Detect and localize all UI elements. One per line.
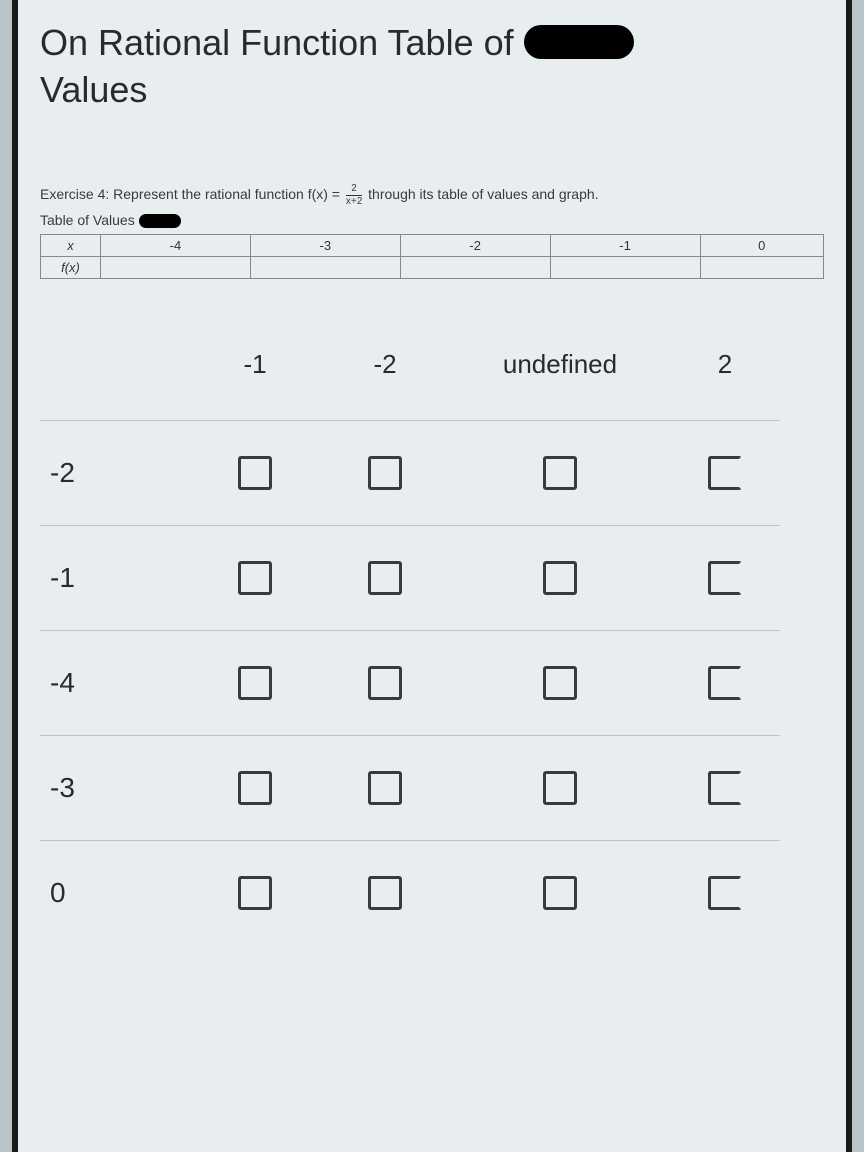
matrix-cell [190,841,320,945]
matrix-cell [320,841,450,945]
checkbox[interactable] [238,456,272,490]
answer-matrix: -1 -2 undefined 2 -2 -1 -4 -3 0 [40,329,824,945]
row-label: -4 [40,632,190,734]
exercise-subtitle: Table of Values [40,211,824,231]
matrix-cell [670,631,780,735]
table-cell-empty [101,257,251,279]
checkbox[interactable] [543,666,577,700]
app-screen: On Rational Function Table of Values Exe… [12,0,852,1152]
page-title: On Rational Function Table of Values [40,20,824,114]
matrix-cell [450,841,670,945]
matrix-cell [450,736,670,840]
matrix-cell [450,631,670,735]
matrix-cell [320,631,450,735]
checkbox[interactable] [368,876,402,910]
matrix-cell [450,421,670,525]
exercise-prompt: Exercise 4: Represent the rational funct… [40,184,824,207]
matrix-cell [190,736,320,840]
table-cell: -3 [250,235,400,257]
table-cell-empty [400,257,550,279]
matrix-cell [190,631,320,735]
row-label: -3 [40,737,190,839]
table-header-fx: f(x) [41,257,101,279]
redacted-small [139,214,181,228]
exercise-line2: Table of Values [40,212,135,228]
matrix-cell [320,421,450,525]
matrix-cell [670,421,780,525]
checkbox[interactable] [543,771,577,805]
checkbox[interactable] [238,771,272,805]
matrix-cell [320,526,450,630]
table-row: x -4 -3 -2 -1 0 [41,235,824,257]
checkbox[interactable] [708,876,742,910]
checkbox[interactable] [368,666,402,700]
checkbox[interactable] [543,561,577,595]
matrix-cell [320,736,450,840]
redacted-block [524,25,634,59]
checkbox[interactable] [543,456,577,490]
checkbox[interactable] [238,666,272,700]
checkbox[interactable] [238,876,272,910]
col-header: undefined [450,329,670,420]
values-table: x -4 -3 -2 -1 0 f(x) [40,234,824,279]
checkbox[interactable] [708,561,742,595]
table-cell: -4 [101,235,251,257]
col-header: -2 [320,329,450,420]
checkbox[interactable] [368,561,402,595]
table-cell-empty [250,257,400,279]
title-text-2: Values [40,69,147,110]
fraction: 2 x+2 [346,184,362,207]
row-label: 0 [40,842,190,944]
checkbox[interactable] [368,771,402,805]
fraction-denominator: x+2 [346,196,362,207]
table-cell-empty [700,257,824,279]
checkbox[interactable] [238,561,272,595]
col-header: -1 [190,329,320,420]
matrix-cell [190,526,320,630]
col-header: 2 [670,329,780,420]
table-cell-empty [550,257,700,279]
table-header-x: x [41,235,101,257]
table-cell: -1 [550,235,700,257]
matrix-cell [670,736,780,840]
fraction-numerator: 2 [346,184,362,196]
table-cell: -2 [400,235,550,257]
table-cell: 0 [700,235,824,257]
exercise-text-a: Exercise 4: Represent the rational funct… [40,186,344,202]
checkbox[interactable] [708,771,742,805]
checkbox[interactable] [708,666,742,700]
matrix-cell [450,526,670,630]
matrix-cell [670,526,780,630]
matrix-cell [670,841,780,945]
row-label: -2 [40,422,190,524]
row-label: -1 [40,527,190,629]
checkbox[interactable] [708,456,742,490]
checkbox[interactable] [368,456,402,490]
table-row: f(x) [41,257,824,279]
matrix-cell [190,421,320,525]
checkbox[interactable] [543,876,577,910]
exercise-text-b: through its table of values and graph. [368,186,598,202]
title-text-1: On Rational Function Table of [40,22,524,63]
